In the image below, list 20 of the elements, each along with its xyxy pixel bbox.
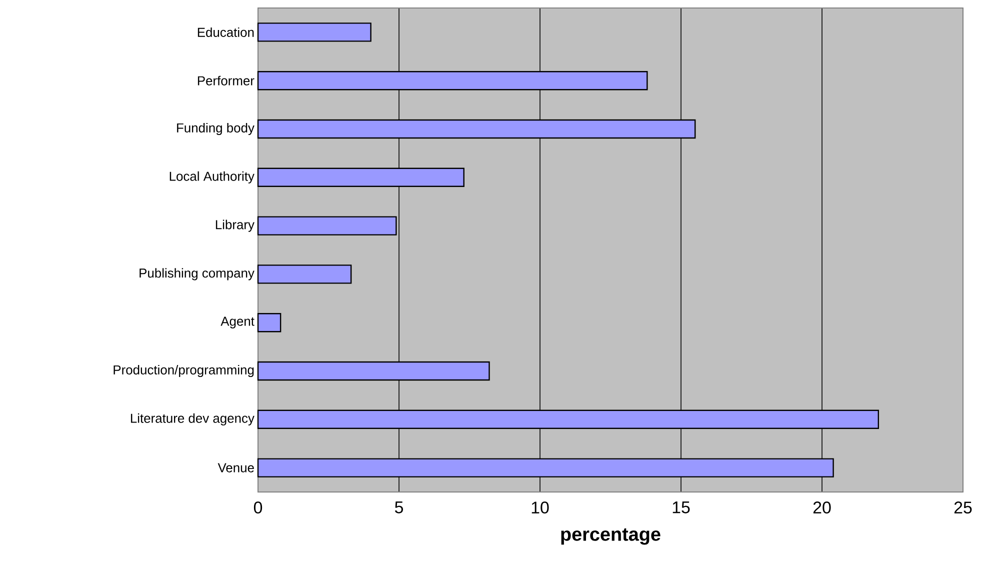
y-tick-label: Agent [220, 316, 254, 328]
y-tick-label: Venue [218, 463, 254, 472]
y-tick-label: Literature dev agency [130, 413, 254, 426]
x-tick-label: 5 [394, 502, 403, 514]
x-tick-label: 15 [672, 502, 690, 514]
y-tick-label: Library [216, 220, 254, 232]
y-tick-label: Local Authority [170, 171, 254, 184]
bar [257, 313, 282, 332]
y-tick-label: Education [198, 27, 254, 37]
x-tick-label: 25 [954, 502, 972, 514]
y-tick-label: Publishing company [140, 268, 254, 280]
x-tick-label: 10 [532, 502, 549, 514]
bar [257, 264, 352, 284]
bar [257, 22, 372, 42]
x-tick-label: 0 [254, 502, 262, 514]
y-tick-label: Performer [198, 76, 254, 86]
x-axis-title: percentage [561, 528, 660, 545]
x-tick-label: 20 [813, 502, 831, 514]
y-tick-label: Funding body [177, 122, 254, 136]
y-tick-label: Production/programming [114, 364, 254, 378]
